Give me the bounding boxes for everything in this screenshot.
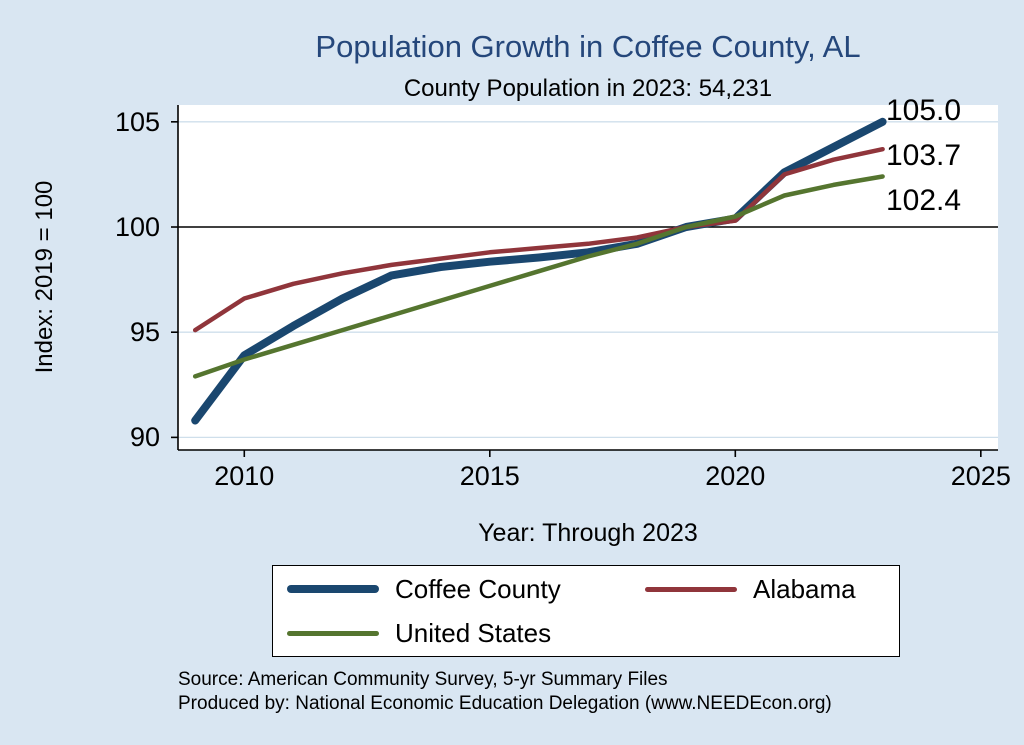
produced-by-text: Produced by: National Economic Education…: [178, 693, 832, 714]
plot-svg: [171, 105, 998, 457]
y-axis-label: Index: 2019 = 100: [31, 180, 58, 374]
series-line-united-states: [192, 174, 885, 379]
y-tick-label-105: 105: [114, 106, 160, 137]
y-tick-label-90: 90: [129, 422, 160, 453]
x-tick-label-2015: 2015: [459, 461, 520, 491]
x-tick-label-2010: 2010: [214, 461, 275, 491]
plot-area: [178, 105, 998, 450]
legend-line-alabama: [645, 587, 737, 592]
legend-label-coffee-county: Coffee County: [395, 574, 561, 604]
x-axis-label: Year: Through 2023: [478, 519, 698, 547]
legend-label-united-states: United States: [395, 618, 552, 648]
legend-label-alabama: Alabama: [753, 574, 856, 604]
end-label-105.0: 105.0: [886, 94, 962, 127]
legend-line-coffee-county: [287, 585, 379, 593]
series-line-alabama: [192, 146, 885, 333]
y-tick-label-100: 100: [114, 212, 160, 242]
end-label-103.7: 103.7: [886, 139, 962, 172]
x-tick-label-2025: 2025: [950, 461, 1011, 491]
chart-title: Population Growth in Coffee County, AL: [315, 29, 861, 64]
chart-subtitle: County Population in 2023: 54,231: [403, 75, 773, 102]
source-text: Source: American Community Survey, 5-yr …: [178, 669, 668, 690]
end-label-102.4: 102.4: [886, 184, 962, 217]
x-tick-label-2020: 2020: [705, 461, 766, 491]
y-tick-label-95: 95: [129, 317, 160, 348]
legend-line-united-states: [287, 631, 379, 636]
legend-box: Coffee County Alabama United States: [272, 565, 900, 657]
